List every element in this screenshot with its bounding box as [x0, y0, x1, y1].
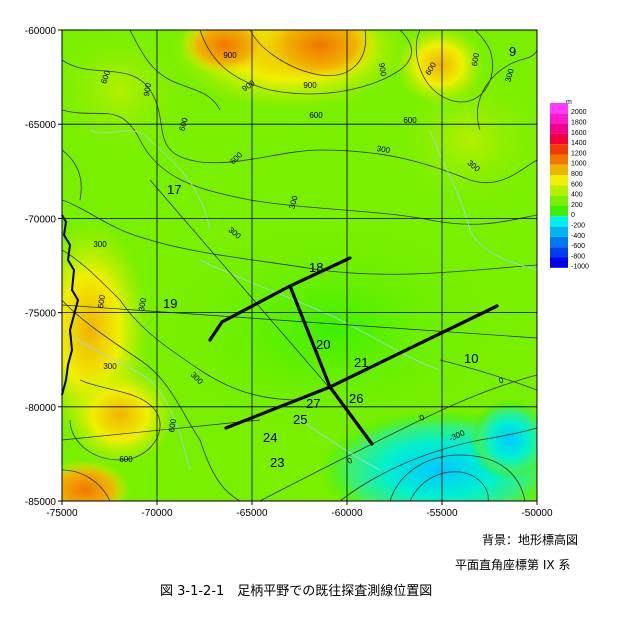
legend-label: 2000 — [571, 109, 587, 116]
survey-line-label: 26 — [349, 391, 363, 406]
legend-swatch — [550, 206, 568, 217]
legend-swatch — [550, 226, 568, 237]
x-tick-label: -50000 — [521, 508, 553, 519]
legend-label: 1000 — [571, 161, 587, 168]
y-tick-label: -60000 — [25, 26, 57, 37]
plot-frame — [61, 29, 538, 502]
contour-label: 300 — [103, 362, 117, 371]
legend-label: -600 — [571, 243, 585, 250]
contour-label: 600 — [119, 455, 133, 464]
survey-line-label: 25 — [293, 412, 307, 427]
survey-lines — [208, 256, 499, 446]
contour-label: 0 — [418, 412, 426, 422]
y-tick-label: -75000 — [25, 309, 57, 320]
x-tick-label: -55000 — [426, 508, 458, 519]
legend-swatch — [550, 144, 568, 155]
legend-swatch — [550, 154, 568, 165]
survey-line-20 — [288, 284, 332, 389]
y-tick-label: -85000 — [25, 497, 57, 508]
y-tick-label: -70000 — [25, 214, 57, 225]
coastline — [61, 214, 80, 396]
survey-line-label: 10 — [464, 351, 478, 366]
legend-swatch — [550, 257, 568, 268]
legend-swatch — [550, 175, 568, 186]
elevation-raster — [62, 30, 537, 501]
contour-label: 600 — [403, 116, 417, 125]
survey-line-label: 21 — [354, 355, 368, 370]
legend-swatch — [550, 185, 568, 196]
survey-line-label: 9 — [509, 44, 516, 59]
legend-label: -400 — [571, 233, 585, 240]
survey-line-label: 19 — [163, 296, 177, 311]
coordinate-system-note: 平面直角座標第 IX 系 — [455, 558, 571, 572]
legend-label: 1200 — [571, 150, 587, 157]
legend-swatch — [550, 164, 568, 176]
legend-swatch — [550, 133, 568, 145]
legend-label: 200 — [571, 202, 583, 209]
legend-label: 1600 — [571, 130, 587, 137]
contour-label: 600 — [178, 116, 190, 132]
survey-line-label: 20 — [316, 337, 330, 352]
background-note: 背景：地形標高図 — [482, 533, 579, 547]
contour-label: 300 — [376, 144, 391, 155]
survey-line-label: 27 — [306, 396, 320, 411]
legend-swatch — [550, 113, 568, 124]
legend-unit: m — [566, 99, 572, 106]
contour-label: 300 — [137, 297, 148, 312]
figure-caption: 図 3-1-2-1 足柄平野での既往探査測線位置図 — [160, 584, 433, 599]
y-axis: -60000 -65000 -70000 -75000 -80000 -85000 — [25, 26, 62, 508]
contour-label: 600 — [96, 294, 107, 309]
river-lines — [62, 129, 537, 471]
contour-label: 300 — [504, 67, 516, 83]
contour-label: 300 — [93, 240, 107, 249]
legend-label: 0 — [571, 212, 575, 219]
legend-swatch — [550, 247, 568, 258]
contour-label: 300 — [288, 194, 300, 210]
survey-line-label: 24 — [263, 430, 277, 445]
legend-label: -1000 — [571, 264, 589, 271]
legend-label: 600 — [571, 181, 583, 188]
contour-label: 600 — [309, 111, 323, 120]
legend-swatch — [550, 103, 568, 114]
contour-label: 600 — [470, 52, 481, 67]
x-tick-label: -70000 — [141, 508, 173, 519]
y-tick-label: -65000 — [25, 120, 57, 131]
survey-line-26 — [328, 385, 374, 446]
survey-line-18 — [208, 256, 352, 342]
contour-label: 600 — [99, 69, 112, 85]
x-tick-label: -65000 — [236, 508, 268, 519]
survey-line-label: 18 — [309, 260, 323, 275]
contour-label: 900 — [303, 81, 317, 90]
contour-label: 900 — [223, 51, 237, 60]
legend-swatch — [550, 123, 568, 134]
legend-swatch — [550, 236, 568, 248]
legend-label: -800 — [571, 253, 585, 260]
legend-swatch — [550, 195, 568, 206]
elevation-legend: m 2000180016001400120010008006004002000-… — [550, 99, 589, 271]
legend-label: 1800 — [571, 119, 587, 126]
contour-label: 0 — [498, 375, 506, 385]
survey-line-label: 17 — [167, 182, 181, 197]
legend-label: -200 — [571, 222, 585, 229]
contour-lines — [62, 30, 537, 501]
legend-label: 1400 — [571, 140, 587, 147]
legend-label: 800 — [571, 171, 583, 178]
x-tick-label: -75000 — [46, 508, 78, 519]
y-tick-label: -80000 — [25, 403, 57, 414]
contour-label: 0 — [346, 456, 355, 466]
contour-label: 900 — [142, 82, 153, 97]
contour-label: 600 — [167, 418, 178, 433]
x-axis: -75000 -70000 -65000 -60000 -55000 -50000 — [46, 501, 553, 519]
legend-label: 400 — [571, 192, 583, 199]
x-tick-label: -60000 — [331, 508, 363, 519]
legend-swatch — [550, 216, 568, 227]
survey-line-label: 23 — [270, 455, 284, 470]
reference-lines — [62, 179, 537, 441]
contour-label: 900 — [377, 62, 388, 77]
